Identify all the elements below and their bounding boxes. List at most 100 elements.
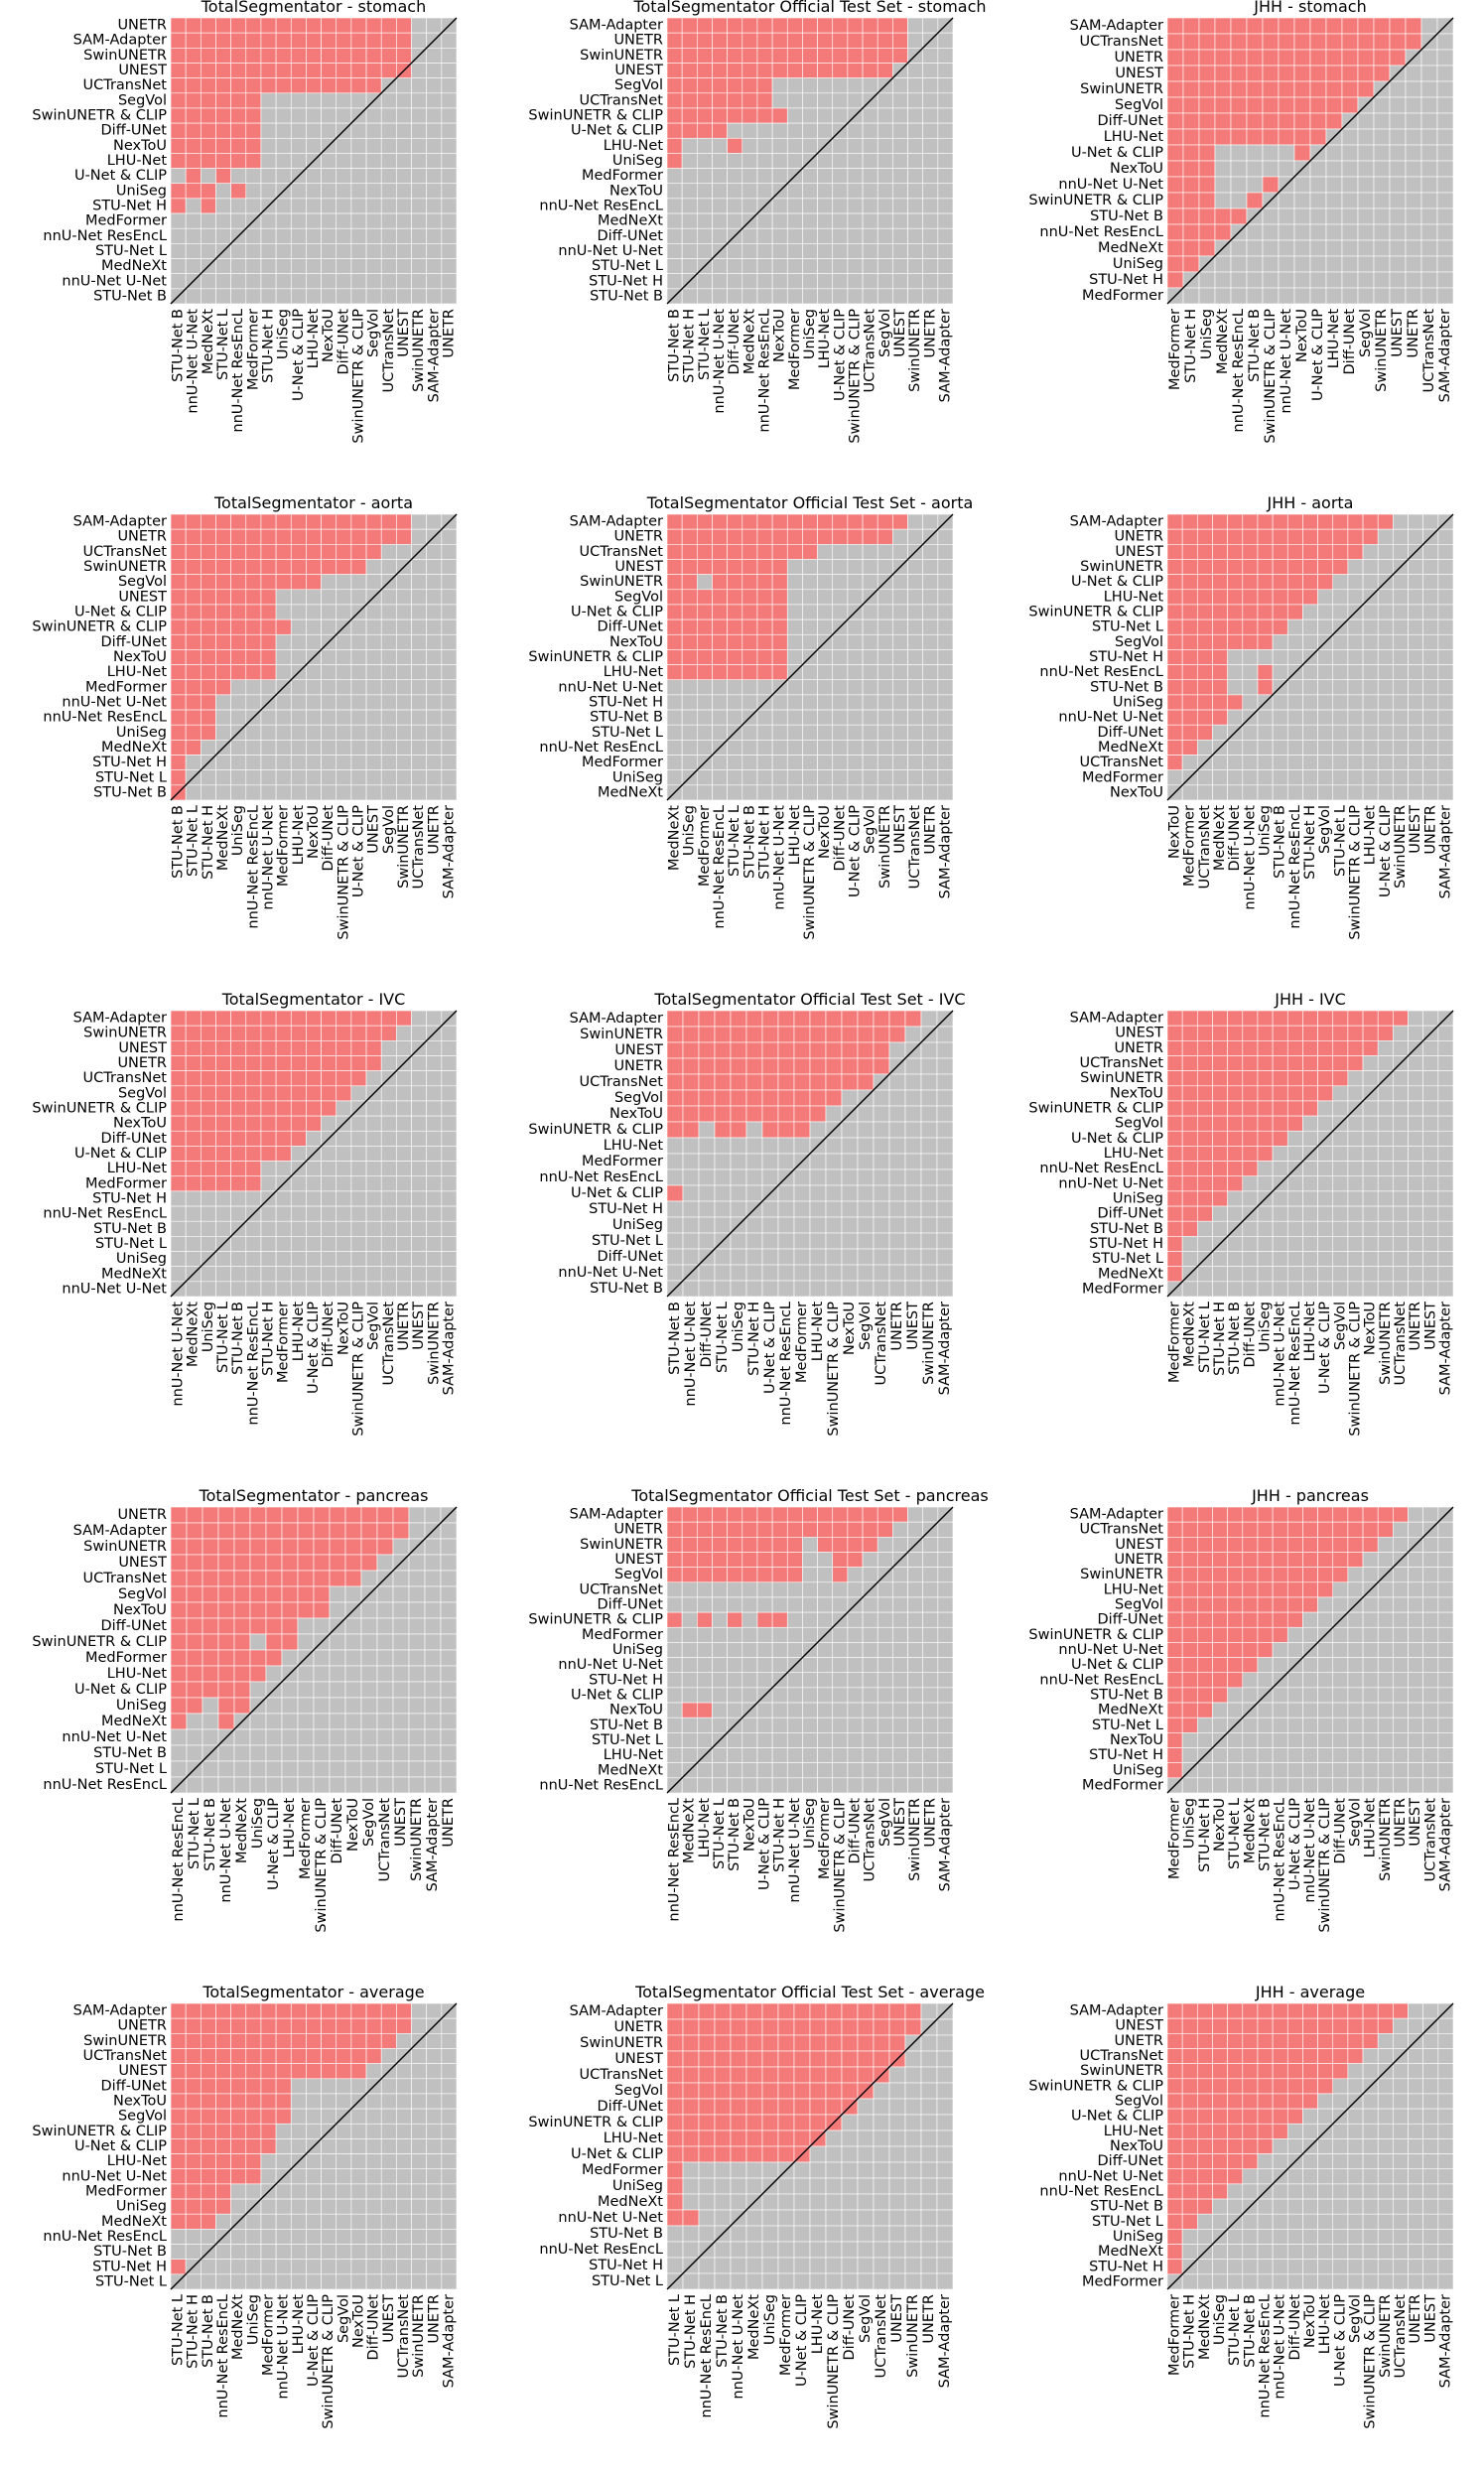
cell-not-significant <box>441 2017 458 2034</box>
cell-not-significant <box>170 1266 187 1283</box>
cell-not-significant <box>1257 1236 1274 1252</box>
cell-not-significant <box>1422 1190 1439 1207</box>
cell-not-significant <box>802 1657 818 1674</box>
cell-significant <box>260 17 277 34</box>
cell-significant <box>1181 1205 1198 1222</box>
cell-significant <box>841 1010 859 1028</box>
cell-significant <box>233 1665 251 1683</box>
cell-not-significant <box>920 1041 938 1059</box>
cell-significant <box>170 694 187 711</box>
cell-significant <box>230 2123 247 2139</box>
cell-significant <box>201 618 216 635</box>
cell-not-significant <box>336 2153 352 2170</box>
cell-not-significant <box>249 1760 267 1778</box>
cell-significant <box>802 17 818 34</box>
cell-not-significant <box>877 755 893 770</box>
cell-not-significant <box>411 574 427 591</box>
cell-not-significant <box>756 227 773 244</box>
column-label: UCTransNet <box>1393 1302 1409 1386</box>
cell-not-significant <box>245 679 262 696</box>
cell-not-significant <box>344 1713 362 1730</box>
cell-not-significant <box>802 1762 818 1779</box>
row-label: UCTransNet <box>1079 1055 1163 1071</box>
cell-not-significant <box>892 544 908 560</box>
cell-significant <box>275 32 292 49</box>
cell-significant <box>1166 1567 1183 1583</box>
cell-not-significant <box>1405 176 1422 194</box>
cell-not-significant <box>697 198 713 214</box>
cell-not-significant <box>862 769 878 786</box>
cell-significant <box>344 1570 362 1587</box>
cell-not-significant <box>297 1633 315 1651</box>
cell-significant <box>1272 574 1288 591</box>
cell-significant <box>714 1057 732 1075</box>
cell-not-significant <box>408 1681 426 1699</box>
column-label: MedFormer <box>794 1302 810 1383</box>
cell-not-significant <box>1408 1506 1423 1523</box>
cell-significant <box>777 1105 795 1123</box>
cell-not-significant <box>771 227 788 244</box>
cell-not-significant <box>350 153 367 169</box>
cell-significant <box>290 513 307 530</box>
cell-not-significant <box>742 1626 758 1643</box>
cell-not-significant <box>365 1236 382 1252</box>
cell-significant <box>742 63 758 78</box>
cell-not-significant <box>426 1085 443 1102</box>
cell-significant <box>1181 664 1198 681</box>
cell-not-significant <box>712 1687 728 1704</box>
cell-not-significant <box>1341 223 1359 241</box>
cell-not-significant <box>249 1633 267 1651</box>
row-label: SegVol <box>614 1567 663 1582</box>
cell-not-significant <box>1373 176 1391 194</box>
cell-not-significant <box>1317 1146 1334 1162</box>
cell-not-significant <box>825 1280 843 1298</box>
cell-significant <box>245 1025 262 1041</box>
cell-significant <box>666 589 683 606</box>
cell-not-significant <box>215 198 231 214</box>
row-label: UCTransNet <box>579 544 663 560</box>
cell-not-significant <box>1357 223 1375 241</box>
cell-not-significant <box>761 1168 779 1186</box>
cell-not-significant <box>1227 784 1244 801</box>
cell-not-significant <box>1437 1236 1454 1252</box>
cell-significant <box>230 2078 247 2095</box>
cell-significant <box>1373 17 1391 35</box>
column-label: UNEST <box>1390 309 1406 357</box>
column-label: MedFormer <box>1167 309 1183 390</box>
cell-significant <box>1257 1611 1274 1628</box>
cell-not-significant <box>396 273 412 290</box>
cell-not-significant <box>1278 287 1295 305</box>
cell-significant <box>1198 144 1216 162</box>
column-label: UCTransNet <box>1422 1798 1438 1882</box>
cell-not-significant <box>907 212 923 229</box>
cell-not-significant <box>1242 1687 1259 1704</box>
cell-significant <box>1181 544 1198 560</box>
cell-not-significant <box>408 1728 426 1746</box>
cell-not-significant <box>350 1251 367 1267</box>
cell-not-significant <box>380 544 397 560</box>
column-label: SwinUNETR <box>409 1798 425 1881</box>
panel-title: TotalSegmentator - average <box>202 1983 424 2001</box>
cell-not-significant <box>1405 65 1422 82</box>
cell-not-significant <box>1257 1732 1274 1748</box>
cell-significant <box>170 77 187 94</box>
cell-not-significant <box>1302 1161 1318 1177</box>
row-label: MedFormer <box>85 679 167 695</box>
cell-not-significant <box>1214 160 1232 178</box>
cell-significant <box>245 2002 262 2019</box>
cell-significant <box>771 1521 788 1538</box>
cell-significant <box>185 17 202 34</box>
cell-not-significant <box>817 1777 834 1794</box>
cell-not-significant <box>1362 1190 1379 1207</box>
cell-not-significant <box>321 724 337 741</box>
cell-not-significant <box>1393 1672 1409 1689</box>
cell-not-significant <box>714 1264 732 1282</box>
cell-not-significant <box>396 574 412 591</box>
cell-not-significant <box>350 664 367 681</box>
cell-not-significant <box>1408 528 1423 545</box>
cell-not-significant <box>441 664 458 681</box>
cell-not-significant <box>281 1681 299 1699</box>
column-label: LHU-Net <box>306 309 322 369</box>
cell-not-significant <box>742 784 758 801</box>
cell-significant <box>185 2123 202 2139</box>
